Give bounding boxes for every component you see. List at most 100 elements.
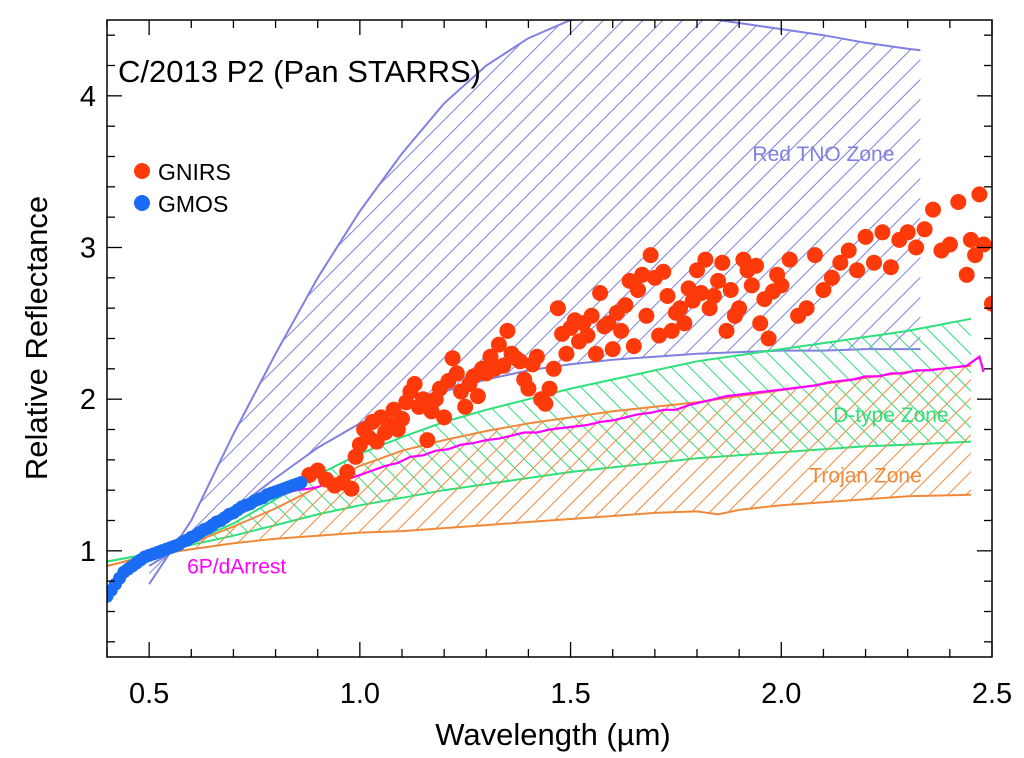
gnirs-point [714, 254, 731, 271]
x-tick-label: 2.0 [761, 678, 801, 710]
gnirs-point [537, 395, 554, 412]
gnirs-point [815, 282, 832, 298]
gnirs-point [962, 231, 979, 248]
x-axis-label: Wavelength (µm) [435, 717, 671, 752]
gnirs-point [642, 247, 659, 264]
gnirs-point [849, 262, 866, 279]
legend-label-gmos: GMOS [158, 191, 228, 217]
gnirs-point [436, 409, 453, 426]
gnirs-point [882, 259, 899, 276]
gnirs-point [444, 350, 461, 367]
gnirs-point [634, 266, 651, 283]
gnirs-point [457, 398, 474, 415]
y-tick-label: 4 [80, 81, 96, 113]
gnirs-point [722, 282, 739, 298]
chart-title: C/2013 P2 (Pan STARRS) [118, 54, 481, 89]
d-type-zone-label: D-type Zone [833, 404, 949, 427]
red-tno-zone-upper-line [148, 20, 921, 585]
gnirs-point [617, 297, 634, 314]
legend-label-gnirs: GNIRS [158, 159, 231, 185]
gnirs-point [672, 300, 689, 317]
trojan-zone-label: Trojan Zone [809, 465, 921, 488]
gnirs-point [752, 315, 769, 332]
x-tick-label: 1.0 [340, 678, 380, 710]
legend-marker-gnirs [134, 163, 150, 179]
gnirs-point [971, 186, 988, 203]
red-tno-zone-label: Red TNO Zone [752, 143, 894, 166]
gnirs-point [482, 348, 499, 365]
gnirs-point [419, 432, 436, 449]
zone-labels: Red TNO Zone D-type Zone Trojan Zone 6P/dAr… [187, 143, 949, 579]
comparison-spectrum-line [283, 354, 985, 495]
gnirs-point [394, 410, 410, 427]
gnirs-point [520, 380, 537, 397]
gnirs-point [587, 345, 604, 362]
gnirs-point [798, 300, 815, 317]
gnirs-point [448, 365, 465, 382]
gnirs-point [975, 236, 992, 253]
gnirs-point [558, 345, 575, 362]
gnirs-point [630, 282, 646, 298]
gnirs-point [731, 300, 748, 317]
x-tick-label: 1.5 [550, 678, 590, 710]
legend-marker-gmos [134, 195, 150, 211]
gnirs-point [469, 388, 486, 405]
gnirs-point [423, 403, 440, 420]
gnirs-point [925, 201, 941, 218]
gnirs-point [718, 322, 735, 339]
gnirs-point [680, 280, 697, 297]
plot-area [107, 20, 992, 603]
gnirs-point [604, 341, 621, 358]
gnirs-point [512, 353, 528, 370]
gnirs-point [663, 322, 680, 339]
gnirs-point [638, 307, 655, 324]
gnirs-point [743, 277, 760, 294]
gnirs-point [866, 254, 882, 271]
gnirs-point [495, 357, 512, 374]
y-axis-label: Relative Reflectance [19, 196, 54, 480]
gnirs-point [823, 269, 840, 286]
gnirs-point [659, 288, 676, 304]
gmos-point [294, 476, 308, 490]
gnirs-point [899, 224, 916, 241]
gnirs-point [541, 380, 558, 397]
gnirs-point [941, 236, 958, 253]
gnirs-point [857, 228, 874, 245]
gnirs-point [701, 300, 718, 317]
comparison-spectrum-label: 6P/dArrest [187, 556, 286, 579]
gnirs-point [781, 251, 798, 268]
gnirs-point [528, 348, 545, 365]
y-tick-label: 2 [80, 384, 96, 416]
gnirs-point [406, 376, 423, 392]
x-tick-label: 2.5 [972, 678, 1012, 710]
gnirs-point [592, 285, 609, 301]
gnirs-point [874, 224, 891, 241]
gnirs-point [916, 221, 933, 238]
gnirs-point [545, 360, 562, 377]
gnirs-point [625, 338, 642, 355]
gnirs-point [773, 277, 790, 294]
comparison-layer [283, 354, 985, 495]
y-tick-label: 3 [80, 233, 96, 265]
gnirs-point [499, 322, 516, 339]
gnirs-point [958, 266, 975, 283]
gnirs-point [693, 285, 710, 301]
trojan-zone-fill [107, 365, 971, 566]
gnirs-point [583, 307, 600, 324]
gnirs-point [579, 327, 596, 344]
gnirs-point [840, 242, 857, 259]
gnirs-point [697, 251, 714, 268]
gnirs-point [676, 315, 693, 332]
gnirs-point [950, 194, 967, 210]
gnirs-point [760, 330, 777, 347]
gnirs-point [347, 448, 364, 465]
d-type-zone-upper-line [107, 317, 972, 563]
gnirs-point [710, 272, 727, 289]
gnirs-point [705, 288, 722, 304]
gnirs-point [832, 254, 849, 271]
zones-layer [107, 20, 972, 585]
gnirs-point [655, 263, 672, 280]
gnirs-point [613, 322, 630, 339]
gnirs-point [748, 257, 764, 274]
